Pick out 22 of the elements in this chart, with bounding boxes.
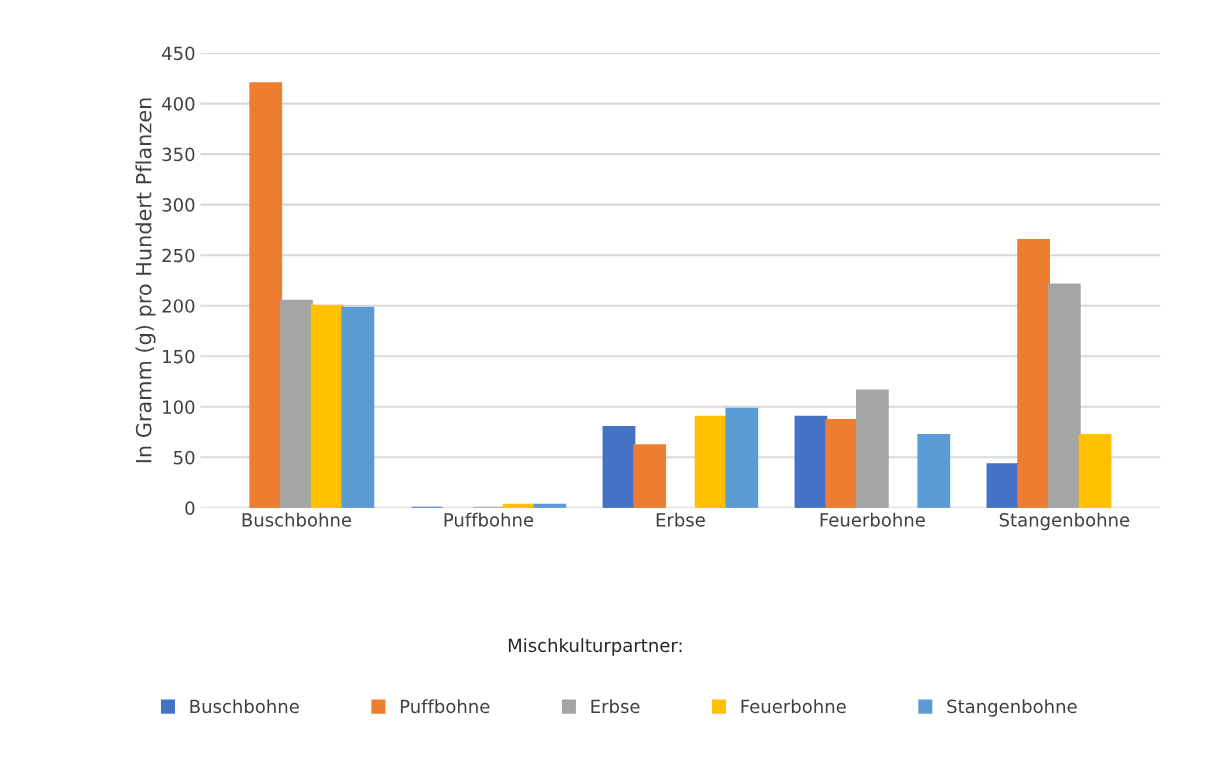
x-tick-label: Puffbohne [444, 512, 534, 527]
legend-label: Erbse [591, 699, 640, 714]
y-tick-label: 200 [162, 299, 195, 313]
y-tick-label: 250 [162, 248, 195, 263]
x-tick-label: Erbse [656, 512, 705, 527]
legend-label: Stangenbohne [947, 699, 1077, 717]
y-tick-label: 400 [162, 97, 195, 111]
y-tick-label: 350 [162, 147, 195, 162]
y-tick-label: 450 [162, 46, 195, 61]
x-tick-label: Feuerbohne [820, 512, 925, 527]
y-tick-label: 300 [162, 198, 195, 212]
x-tick-label: Buschbohne [242, 512, 352, 527]
y-tick-label: 0 [185, 501, 195, 515]
y-axis-title: In Gramm (g) pro Hundert Pflanzen [135, 98, 156, 463]
legend-label: Buschbohne [190, 699, 299, 714]
y-tick-label: 150 [163, 349, 195, 364]
x-tick-label: Stangenbohne [999, 512, 1130, 531]
legend-label: Feuerbohne [741, 699, 846, 714]
legend-title: Mischkulturpartner: [508, 638, 682, 656]
y-tick-label: 50 [174, 450, 195, 465]
legend-label: Puffbohne [400, 699, 490, 714]
y-tick-label: 100 [163, 400, 195, 414]
